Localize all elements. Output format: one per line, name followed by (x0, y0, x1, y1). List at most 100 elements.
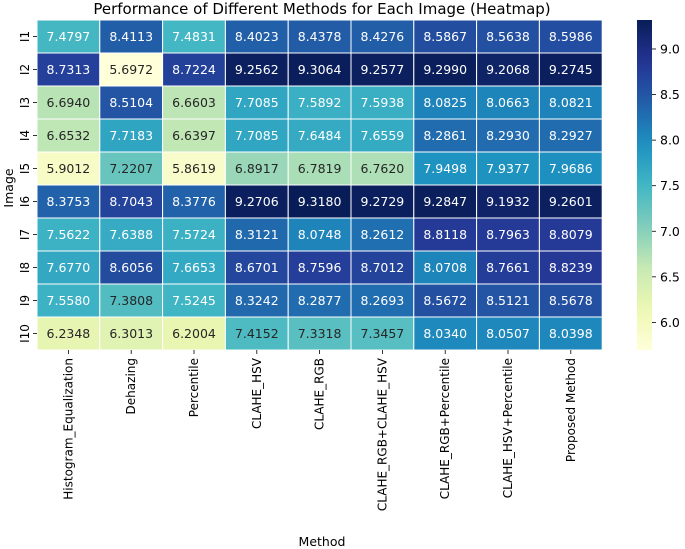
cell-value-label: 9.2745 (549, 62, 593, 77)
cell-value-label: 7.3318 (298, 326, 342, 341)
cell-value-label: 8.5104 (109, 95, 153, 110)
cell-value-label: 8.3121 (235, 227, 279, 242)
cell-value-label: 8.5672 (423, 293, 467, 308)
x-tick-label: Dehazing (124, 358, 138, 414)
cell-value-label: 9.2729 (361, 194, 405, 209)
colorbar-tick-label: 8.0 (660, 133, 680, 148)
cell-value-label: 8.2877 (298, 293, 342, 308)
cell-value-label: 7.6484 (298, 128, 342, 143)
cell-value-label: 6.6940 (47, 95, 91, 110)
heatmap-cell (162, 316, 226, 351)
cell-value-label: 7.7085 (235, 128, 279, 143)
heatmap-cell (287, 217, 352, 252)
heatmap-cell (350, 151, 415, 186)
cell-value-label: 8.2612 (361, 227, 405, 242)
cell-value-label: 8.5678 (549, 293, 593, 308)
heatmap-cell (287, 283, 352, 318)
cell-value-label: 7.5622 (47, 227, 91, 242)
y-tick-label: I8 (18, 262, 32, 273)
heatmap-cell (99, 118, 164, 153)
colorbar-tick-label: 6.0 (660, 315, 680, 330)
heatmap-cell (538, 316, 603, 351)
heatmap-cell (99, 85, 164, 120)
heatmap-cell (224, 316, 289, 351)
cell-value-label: 8.0708 (423, 260, 467, 275)
heatmap-cell (162, 250, 226, 285)
colorbar-ticks: 6.0 6.5 7.0 7.5 8.0 8.5 9.0 (652, 41, 680, 330)
heatmap-cell (350, 316, 415, 351)
cell-value-label: 9.2990 (423, 62, 467, 77)
heatmap-cell (162, 151, 226, 186)
cell-value-label: 7.9686 (549, 161, 593, 176)
cell-value-label: 9.2847 (423, 194, 467, 209)
x-tick-label: CLAHE_RGB+Percentile (438, 358, 452, 499)
cell-value-label: 6.2004 (172, 326, 216, 341)
x-tick-label: CLAHE_RGB (313, 358, 327, 430)
cell-value-label: 8.0340 (423, 326, 467, 341)
heatmap-cell (413, 151, 478, 186)
y-tick-label: I7 (18, 229, 32, 240)
cell-value-label: 8.7043 (109, 194, 153, 209)
cell-value-label: 7.5724 (172, 227, 216, 242)
heatmap-cell (36, 85, 101, 120)
x-tick-label: Histogram_Equalization (61, 358, 75, 500)
cell-value-label: 7.4831 (172, 29, 216, 44)
cell-value-label: 8.4378 (298, 29, 342, 44)
cell-value-label: 7.3808 (109, 293, 153, 308)
heatmap-cell (350, 250, 415, 285)
cell-value-label: 8.0825 (423, 95, 467, 110)
y-axis-label: Image (1, 168, 16, 207)
heatmap-cell (538, 283, 603, 318)
heatmap-cell (36, 283, 101, 318)
cell-value-label: 8.2693 (361, 293, 405, 308)
cell-value-label: 9.3064 (298, 62, 342, 77)
cell-value-label: 8.4023 (235, 29, 279, 44)
x-axis-label: Method (299, 534, 346, 549)
cell-value-label: 8.8239 (549, 260, 593, 275)
colorbar-tick-label: 7.5 (660, 178, 680, 193)
cell-value-label: 5.9012 (47, 161, 91, 176)
heatmap-cell (476, 19, 540, 54)
cell-value-label: 8.8079 (549, 227, 593, 242)
heatmap-cell (36, 250, 101, 285)
chart-title: Performance of Different Methods for Eac… (93, 0, 550, 18)
cell-value-label: 8.5121 (486, 293, 530, 308)
cell-value-label: 7.3457 (361, 326, 405, 341)
heatmap-cell (224, 184, 289, 219)
heatmap-cell (224, 283, 289, 318)
cell-value-label: 7.2207 (109, 161, 153, 176)
x-tick-label: CLAHE_HSV (250, 357, 264, 429)
y-tick-label: I10 (18, 324, 32, 343)
cell-value-label: 8.0507 (486, 326, 530, 341)
heatmap-cell (413, 250, 478, 285)
cell-value-label: 7.6770 (47, 260, 91, 275)
heatmap-cell (99, 217, 164, 252)
heatmap-cell (162, 85, 226, 120)
heatmap-cell (36, 19, 101, 54)
heatmap-cell (538, 118, 603, 153)
heatmap-cell (162, 283, 226, 318)
cell-value-label: 6.6397 (172, 128, 216, 143)
cell-value-label: 6.6532 (47, 128, 91, 143)
cell-value-label: 8.2927 (549, 128, 593, 143)
x-tick-labels: Histogram_Equalization Dehazing Percentile… (61, 350, 578, 511)
cell-value-label: 7.9498 (423, 161, 467, 176)
y-tick-label: I1 (18, 31, 32, 42)
cell-value-label: 6.7819 (298, 161, 342, 176)
cell-value-label: 8.6056 (109, 260, 153, 275)
heatmap-cell (413, 217, 478, 252)
heatmap-cell (476, 184, 540, 219)
heatmap-cell (99, 19, 164, 54)
heatmap-cell (36, 217, 101, 252)
cell-value-label: 7.6388 (109, 227, 153, 242)
cell-value-label: 8.0663 (486, 95, 530, 110)
cell-value-label: 8.5638 (486, 29, 530, 44)
heatmap-cell (350, 283, 415, 318)
heatmap-cell (413, 316, 478, 351)
y-tick-label: I6 (18, 196, 32, 207)
heatmap-cell (538, 85, 603, 120)
cell-value-label: 8.2930 (486, 128, 530, 143)
cell-value-label: 7.9377 (486, 161, 530, 176)
heatmap-cell (162, 184, 226, 219)
